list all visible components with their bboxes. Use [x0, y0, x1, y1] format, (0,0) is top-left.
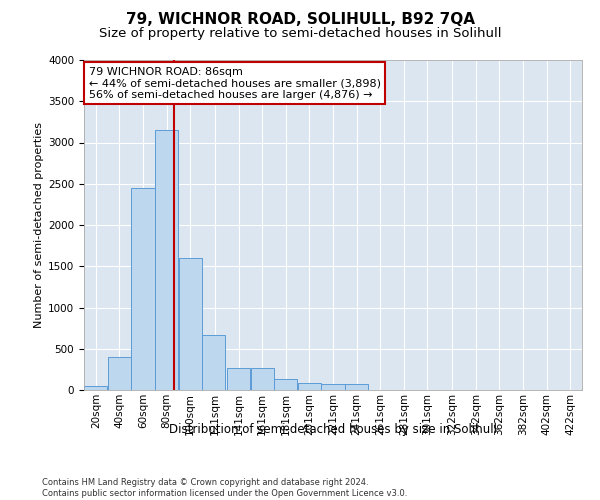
- Y-axis label: Number of semi-detached properties: Number of semi-detached properties: [34, 122, 44, 328]
- Bar: [155, 130, 178, 390]
- Text: 79 WICHNOR ROAD: 86sqm
← 44% of semi-detached houses are smaller (3,898)
56% of : 79 WICHNOR ROAD: 86sqm ← 44% of semi-det…: [89, 66, 381, 100]
- Bar: [298, 384, 321, 390]
- Text: Contains HM Land Registry data © Crown copyright and database right 2024.
Contai: Contains HM Land Registry data © Crown c…: [42, 478, 407, 498]
- Bar: [108, 357, 131, 390]
- Bar: [227, 368, 250, 390]
- Text: Size of property relative to semi-detached houses in Solihull: Size of property relative to semi-detach…: [99, 28, 501, 40]
- Bar: [251, 368, 274, 390]
- Text: 79, WICHNOR ROAD, SOLIHULL, B92 7QA: 79, WICHNOR ROAD, SOLIHULL, B92 7QA: [125, 12, 475, 28]
- Bar: [274, 380, 298, 390]
- Bar: [179, 258, 202, 390]
- Bar: [131, 188, 155, 390]
- Bar: [322, 384, 344, 390]
- Text: Distribution of semi-detached houses by size in Solihull: Distribution of semi-detached houses by …: [169, 422, 497, 436]
- Bar: [202, 334, 226, 390]
- Bar: [84, 386, 107, 390]
- Bar: [345, 384, 368, 390]
